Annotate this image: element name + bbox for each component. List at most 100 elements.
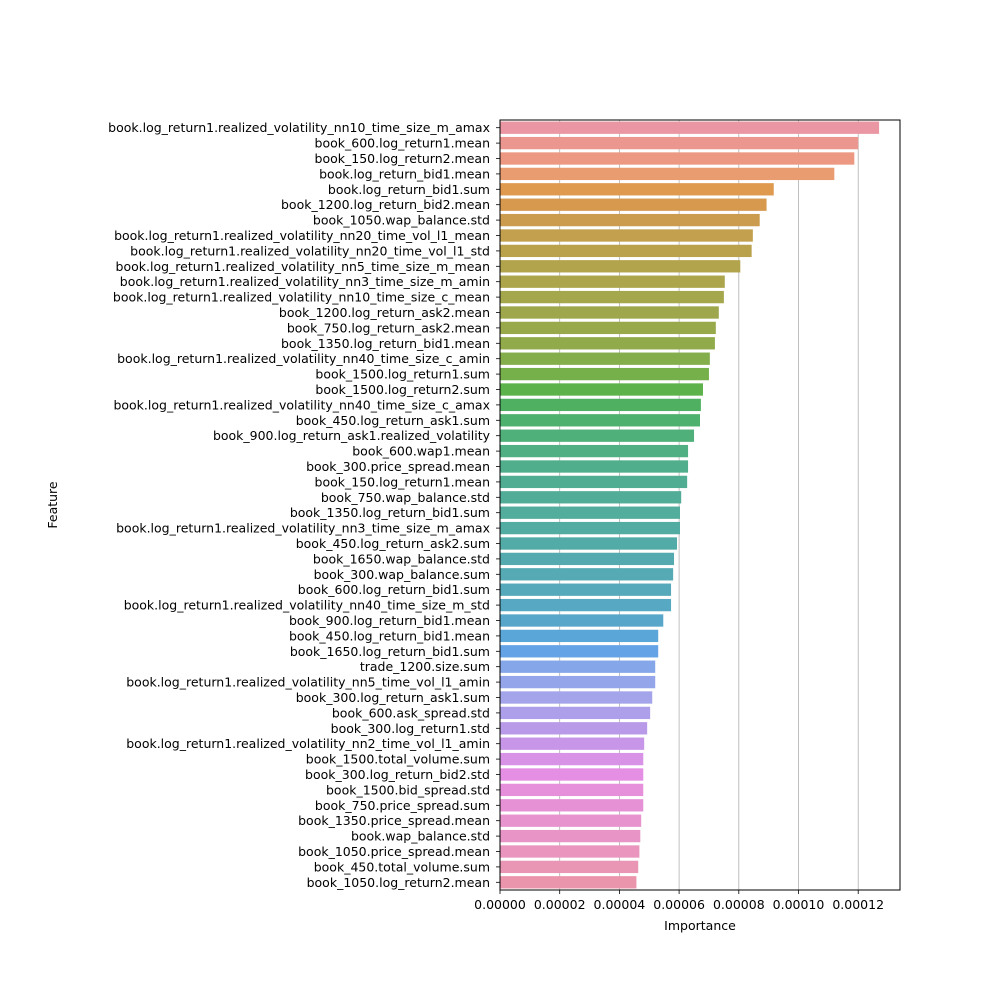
- y-tick-label: book_1050.wap_balance.std: [313, 213, 490, 228]
- y-tick-label: book_300.wap_balance.sum: [314, 567, 490, 582]
- bar: [500, 429, 695, 442]
- x-tick-label: 0.00008: [713, 897, 765, 912]
- bar: [500, 552, 675, 566]
- y-tick-label: book.log_return1.realized_volatility_nn4…: [117, 351, 490, 366]
- y-tick-label: trade_1200.size.sum: [360, 659, 490, 674]
- y-tick-label: book_1650.log_return_bid1.sum: [290, 644, 490, 659]
- y-tick-label: book_600.log_return1.mean: [315, 136, 490, 151]
- x-tick-label: 0.00006: [653, 897, 705, 912]
- y-tick-label: book_1500.bid_spread.std: [326, 782, 490, 797]
- bar: [500, 152, 855, 165]
- bar: [500, 752, 644, 766]
- bar: [500, 506, 680, 519]
- y-tick-label: book_150.log_return2.mean: [315, 151, 490, 166]
- bar: [500, 814, 642, 827]
- bar: [500, 660, 656, 673]
- bar: [500, 275, 725, 288]
- y-tick-label: book.log_return1.realized_volatility_nn3…: [116, 521, 490, 536]
- bar: [500, 845, 640, 858]
- y-tick-label: book.log_return_bid1.sum: [328, 182, 490, 197]
- bar: [500, 521, 680, 535]
- bar: [500, 367, 709, 381]
- y-tick-label: book_1050.log_return2.mean: [307, 875, 490, 890]
- y-tick-label: book.log_return1.realized_volatility_nn4…: [124, 598, 490, 613]
- bar: [500, 614, 664, 627]
- y-tick-label: book.log_return_bid1.mean: [319, 166, 490, 181]
- y-tick-label: book_450.log_return_ask1.sum: [296, 413, 490, 428]
- bar: [500, 414, 700, 427]
- y-tick-label: book.log_return1.realized_volatility_nn4…: [113, 397, 490, 412]
- x-tick-label: 0.00004: [594, 897, 646, 912]
- bar: [500, 383, 703, 396]
- x-tick-label: 0.00002: [534, 897, 586, 912]
- bar: [500, 321, 716, 335]
- y-tick-label: book_450.total_volume.sum: [314, 859, 490, 874]
- bar: [500, 876, 637, 889]
- y-tick-label: book.log_return1.realized_volatility_nn1…: [108, 120, 490, 135]
- y-tick-label: book.log_return1.realized_volatility_nn1…: [113, 290, 490, 305]
- x-tick-label: 0.00000: [474, 897, 526, 912]
- y-tick-label: book_1200.log_return_bid2.mean: [281, 197, 490, 212]
- bar: [500, 229, 753, 242]
- bar: [500, 860, 639, 874]
- y-tick-label: book_300.log_return_ask1.sum: [296, 690, 490, 705]
- y-tick-label: book_1350.log_return_bid1.sum: [290, 505, 490, 520]
- y-tick-label: book_1350.price_spread.mean: [298, 813, 490, 828]
- bar: [500, 213, 760, 227]
- y-tick-label: book.log_return1.realized_volatility_nn3…: [120, 274, 490, 289]
- y-tick-label: book.wap_balance.std: [351, 829, 490, 844]
- y-tick-label: book_1350.log_return_bid1.mean: [281, 336, 490, 351]
- y-tick-label: book_300.log_return_bid2.std: [305, 767, 490, 782]
- bar: [500, 121, 880, 134]
- bar: [500, 598, 672, 612]
- bar: [500, 290, 724, 304]
- y-tick-label: book_1050.price_spread.mean: [298, 844, 490, 859]
- bar: [500, 306, 719, 319]
- y-tick-label: book.log_return1.realized_volatility_nn2…: [130, 243, 490, 258]
- bar: [500, 629, 659, 643]
- bar: [500, 737, 645, 750]
- plot-frame: [499, 119, 901, 891]
- y-tick-label: book.log_return1.realized_volatility_nn2…: [114, 228, 490, 243]
- bar: [500, 537, 678, 550]
- y-tick-label: book_600.log_return_bid1.sum: [298, 582, 490, 597]
- x-axis-label: Importance: [664, 918, 736, 933]
- y-tick-label: book.log_return1.realized_volatility_nn5…: [116, 259, 490, 274]
- bar: [500, 244, 752, 258]
- bar: [500, 691, 653, 704]
- y-tick-label: book.log_return1.realized_volatility_nn2…: [126, 736, 490, 751]
- y-tick-label: book_1200.log_return_ask2.mean: [279, 305, 490, 320]
- bar: [500, 167, 835, 181]
- bar: [500, 198, 767, 211]
- y-tick-label: book_300.log_return1.std: [331, 721, 490, 736]
- bar: [500, 768, 644, 781]
- y-tick-label: book_300.price_spread.mean: [306, 459, 490, 474]
- y-tick-label: book_150.log_return1.mean: [315, 474, 490, 489]
- y-tick-label: book_600.wap1.mean: [352, 444, 490, 459]
- bar: [500, 722, 648, 735]
- bar: [500, 491, 682, 504]
- bar: [500, 260, 741, 273]
- bar: [500, 675, 656, 689]
- y-tick-label: book_900.log_return_bid1.mean: [289, 613, 490, 628]
- bar: [500, 475, 688, 489]
- y-tick-label: book_1500.total_volume.sum: [306, 752, 490, 767]
- bar: [500, 706, 651, 720]
- bar: [500, 460, 689, 473]
- bar: [500, 799, 644, 812]
- bar: [500, 829, 641, 843]
- y-tick-label: book_900.log_return_ask1.realized_volati…: [213, 428, 491, 443]
- bar: [500, 583, 672, 596]
- y-tick-label: book.log_return1.realized_volatility_nn5…: [126, 675, 490, 690]
- y-tick-label: book_1500.log_return1.sum: [315, 367, 490, 382]
- y-tick-label: book_750.price_spread.sum: [315, 798, 490, 813]
- y-tick-label: book_750.log_return_ask2.mean: [287, 320, 490, 335]
- x-ticks: 0.00000 0.00002 0.00004 0.00006 0.00008 0.000…: [474, 890, 884, 912]
- y-tick-label: book_1500.log_return2.sum: [315, 382, 490, 397]
- bar: [500, 183, 774, 196]
- y-tick-labels: book.log_return1.realized_volatility_nn1…: [108, 120, 500, 890]
- x-tick-label: 0.00010: [773, 897, 825, 912]
- bar: [500, 783, 644, 797]
